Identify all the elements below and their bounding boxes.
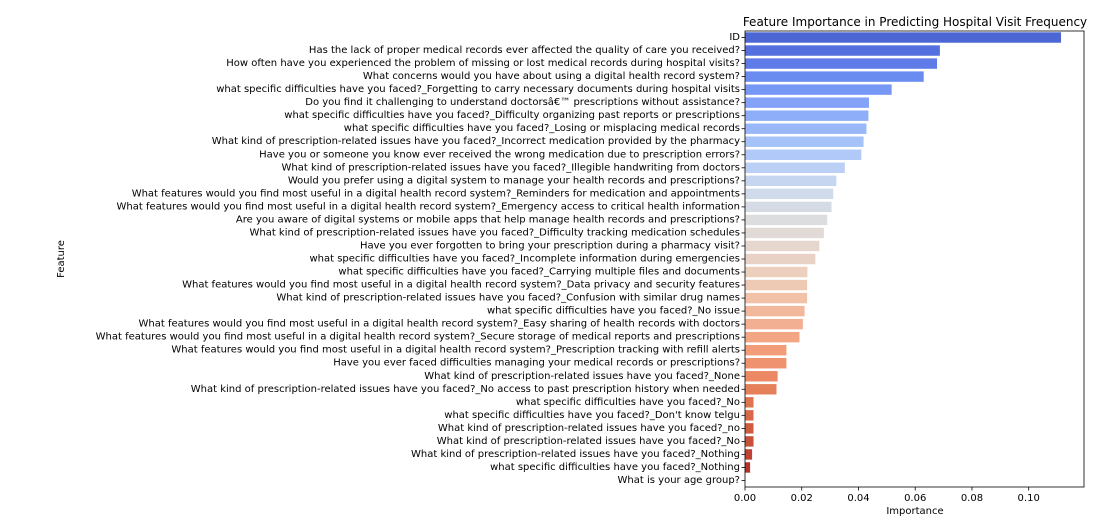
bar	[745, 136, 864, 147]
y-tick-label: what specific difficulties have you face…	[516, 397, 740, 408]
y-tick-label: what specific difficulties have you face…	[338, 267, 740, 278]
bar	[745, 397, 754, 408]
bar	[745, 110, 869, 121]
y-tick-label: Have you or someone you know ever receiv…	[259, 149, 740, 160]
y-tick-label: Are you aware of digital systems or mobi…	[236, 214, 740, 225]
bar	[745, 318, 803, 330]
y-tick-label: what specific difficulties have you face…	[490, 462, 740, 473]
y-tick-label: What kind of prescription-related issues…	[191, 384, 740, 395]
bar	[745, 45, 940, 56]
bar	[745, 344, 787, 356]
y-tick-label: what specific difficulties have you face…	[216, 84, 740, 95]
y-tick-label: What features would you find most useful…	[96, 332, 740, 343]
y-axis-label: Feature	[56, 240, 67, 278]
y-tick-label: Have you ever forgotten to bring your pr…	[360, 240, 740, 251]
y-tick-label: What kind of prescription-related issues…	[282, 162, 740, 173]
y-tick-label: Do you find it challenging to understand…	[305, 96, 740, 108]
bar	[745, 188, 834, 200]
bar	[745, 462, 751, 473]
bar	[745, 58, 938, 69]
y-tick-label: What kind of prescription-related issues…	[438, 423, 740, 434]
bar	[745, 97, 869, 108]
x-tick-label: 0.06	[904, 493, 926, 504]
bar	[745, 279, 808, 291]
bar	[745, 214, 828, 226]
bar	[745, 384, 777, 395]
bar	[745, 32, 1062, 43]
bar	[745, 305, 805, 317]
bar	[745, 240, 820, 252]
bar	[745, 149, 862, 160]
y-tick-label: ID	[729, 32, 740, 43]
y-tick-labels: ID Has the lack of proper medical records…	[96, 32, 745, 486]
y-tick-label: What kind of prescription-related issues…	[276, 293, 740, 304]
x-tick-label: 0.08	[961, 493, 983, 504]
bar	[745, 358, 787, 369]
bar	[745, 253, 816, 265]
y-tick-label: what specific difficulties have you face…	[344, 123, 740, 134]
y-tick-label: what specific difficulties have you face…	[284, 110, 740, 121]
y-tick-label: what specific difficulties have you face…	[487, 306, 740, 317]
y-tick-label: Have you ever faced difficulties managin…	[333, 358, 740, 369]
y-tick-label: What features would you find most useful…	[139, 319, 740, 330]
x-axis: 0.00 0.02 0.04 0.06 0.08 0.10	[734, 487, 1040, 504]
y-tick-label: What kind of prescription-related issues…	[411, 449, 740, 460]
bar	[745, 201, 832, 213]
bar	[745, 84, 892, 95]
x-tick-label: 0.10	[1018, 493, 1040, 504]
x-tick-label: 0.04	[847, 493, 869, 504]
y-tick-label: What features would you find most useful…	[182, 280, 740, 291]
x-axis-label: Importance	[886, 506, 943, 517]
y-tick-label: What kind of prescription-related issues…	[437, 436, 740, 447]
y-tick-label: What features would you find most useful…	[117, 201, 740, 212]
y-tick-label: What features would you find most useful…	[171, 345, 740, 356]
chart-title: Feature Importance in Predicting Hospita…	[743, 15, 1087, 29]
y-tick-label: What concerns would you have about using…	[363, 71, 740, 82]
bar	[745, 371, 778, 382]
y-tick-label: What kind of prescription-related issues…	[249, 227, 740, 238]
bar	[745, 123, 867, 134]
bar	[745, 292, 808, 304]
bar	[745, 410, 754, 421]
x-tick-label: 0.02	[791, 493, 813, 504]
y-tick-label: what specific difficulties have you face…	[309, 254, 740, 265]
y-tick-label: How often have you experienced the probl…	[226, 58, 740, 69]
y-tick-label: What features would you find most useful…	[132, 188, 740, 199]
bar	[745, 162, 845, 174]
bar	[745, 71, 924, 82]
y-tick-label: Has the lack of proper medical records e…	[309, 45, 740, 56]
bar	[745, 423, 754, 434]
bar	[745, 175, 837, 187]
y-tick-label: Would you prefer using a digital system …	[288, 175, 740, 186]
bar	[745, 266, 808, 278]
bar	[745, 331, 800, 343]
bar	[745, 436, 754, 447]
bar	[745, 449, 753, 460]
y-tick-label: What is your age group?	[618, 475, 740, 486]
y-tick-label: What kind of prescription-related issues…	[212, 136, 740, 147]
y-tick-label: What kind of prescription-related issues…	[424, 371, 740, 382]
plot-frame	[744, 30, 1085, 488]
y-tick-label: what specific difficulties have you face…	[444, 410, 740, 421]
bar-group	[745, 32, 1062, 473]
x-tick-label: 0.00	[734, 493, 756, 504]
bar	[745, 227, 824, 239]
